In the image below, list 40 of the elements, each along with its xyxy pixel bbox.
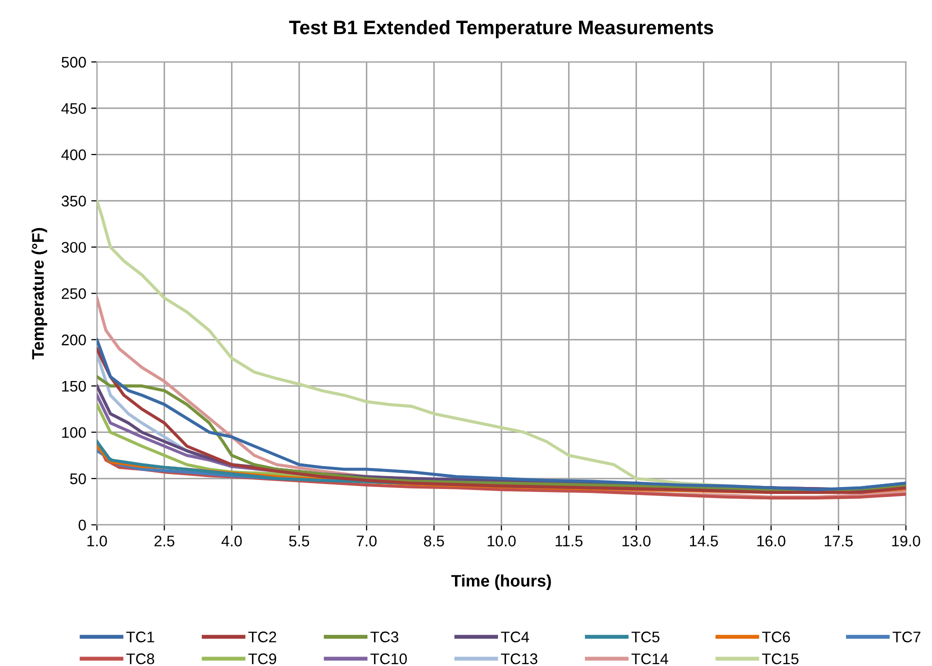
legend-label: TC9: [248, 653, 276, 664]
x-axis-title: Time (hours): [451, 574, 551, 590]
legend-label: TC3: [370, 632, 398, 642]
y-tick-label: 400: [61, 149, 86, 160]
legend-label: TC6: [762, 632, 790, 642]
x-tick-label: 4.0: [221, 536, 242, 546]
x-tick-label: 7.0: [356, 536, 377, 546]
legend-label: TC14: [632, 653, 668, 664]
y-tick-label: 50: [70, 473, 86, 484]
y-tick-label: 100: [62, 427, 86, 438]
x-tick-label: 11.5: [556, 536, 582, 546]
legend-label: TC8: [126, 653, 154, 664]
legend-label: TC7: [892, 632, 920, 642]
legend-label: TC15: [762, 653, 798, 664]
y-tick-label: 450: [61, 103, 86, 114]
x-tick-label: 19.0: [892, 536, 920, 546]
x-tick-label: 16.0: [757, 536, 786, 546]
y-tick-label: 500: [62, 56, 86, 68]
x-tick-label: 2.5: [154, 536, 174, 546]
legend-label: TC5: [632, 632, 660, 642]
legend-label: TC10: [370, 653, 407, 664]
x-tick-label: 1.0: [87, 536, 107, 546]
y-axis-title: Temperature (°F): [32, 228, 48, 360]
x-tick-label: 10.0: [488, 536, 516, 546]
legend-label: TC1: [126, 632, 154, 642]
x-tick-label: 8.5: [424, 536, 444, 546]
x-tick-label: 14.5: [690, 536, 718, 546]
chart-title: Test B1 Extended Temperature Measurements: [289, 20, 714, 38]
x-tick-label: 13.0: [622, 536, 651, 546]
y-tick-label: 350: [62, 196, 86, 206]
y-tick-label: 300: [62, 242, 86, 253]
legend-label: TC4: [500, 632, 530, 642]
y-tick-label: 200: [62, 334, 86, 346]
x-tick-label: 17.5: [824, 536, 853, 546]
legend-label: TC2: [248, 632, 276, 642]
legend-label: TC13: [500, 653, 538, 664]
x-tick-label: 5.5: [289, 536, 310, 546]
y-tick-label: 150: [62, 380, 86, 392]
y-tick-label: 250: [62, 288, 86, 300]
y-tick-label: 0: [78, 520, 86, 530]
